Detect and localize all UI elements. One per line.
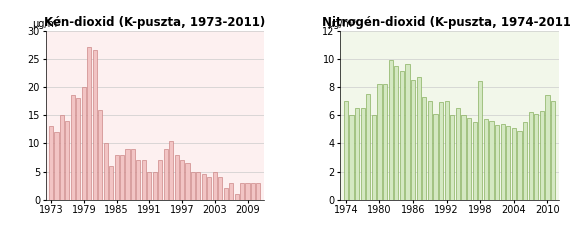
Bar xyxy=(218,177,222,200)
Bar xyxy=(512,128,516,200)
Bar xyxy=(174,155,178,200)
Bar xyxy=(461,115,466,200)
Bar xyxy=(377,84,381,200)
Bar xyxy=(344,101,348,200)
Bar xyxy=(142,160,146,200)
Text: μg/m³: μg/m³ xyxy=(327,19,356,29)
Bar xyxy=(445,101,449,200)
Bar xyxy=(131,149,135,200)
Bar xyxy=(394,66,398,200)
Bar xyxy=(450,115,454,200)
Bar xyxy=(235,194,239,200)
Bar xyxy=(185,163,190,200)
Bar xyxy=(417,77,421,200)
Bar xyxy=(76,98,80,200)
Bar xyxy=(213,172,217,200)
Bar xyxy=(456,108,460,200)
Bar xyxy=(246,183,250,200)
Bar xyxy=(372,115,376,200)
Title: Nitrogén-dioxid (K-puszta, 1974-2011): Nitrogén-dioxid (K-puszta, 1974-2011) xyxy=(322,16,570,29)
Bar xyxy=(207,177,211,200)
Bar xyxy=(60,115,64,200)
Bar xyxy=(169,141,173,200)
Bar xyxy=(439,102,443,200)
Bar xyxy=(251,183,255,200)
Bar xyxy=(361,108,365,200)
Bar xyxy=(153,172,157,200)
Bar xyxy=(180,160,184,200)
Bar xyxy=(389,60,393,200)
Bar xyxy=(484,119,488,200)
Bar xyxy=(71,95,75,200)
Bar xyxy=(256,183,260,200)
Bar xyxy=(500,124,504,200)
Bar xyxy=(433,114,438,200)
Bar xyxy=(551,101,555,200)
Bar xyxy=(534,114,538,200)
Text: μg/m³: μg/m³ xyxy=(32,19,62,29)
Bar xyxy=(495,125,499,200)
Bar xyxy=(164,149,168,200)
Bar xyxy=(196,172,201,200)
Bar xyxy=(120,155,124,200)
Bar xyxy=(518,131,522,200)
Bar xyxy=(478,81,482,200)
Bar xyxy=(467,118,471,200)
Bar xyxy=(545,95,549,200)
Bar xyxy=(422,97,426,200)
Bar xyxy=(87,47,91,200)
Bar xyxy=(405,64,410,200)
Bar xyxy=(55,132,59,200)
Bar xyxy=(147,172,152,200)
Bar xyxy=(82,87,86,200)
Bar xyxy=(428,101,432,200)
Bar xyxy=(202,174,206,200)
Bar xyxy=(540,111,544,200)
Bar xyxy=(411,80,415,200)
Bar xyxy=(98,110,102,200)
Bar xyxy=(523,122,527,200)
Bar xyxy=(66,121,70,200)
Bar xyxy=(136,160,140,200)
Bar xyxy=(489,121,494,200)
Bar xyxy=(109,166,113,200)
Bar xyxy=(473,122,477,200)
Bar xyxy=(191,172,195,200)
Bar xyxy=(366,94,370,200)
Bar xyxy=(528,112,533,200)
Bar xyxy=(115,155,119,200)
Bar xyxy=(125,149,129,200)
Bar xyxy=(506,126,510,200)
Bar xyxy=(383,84,387,200)
Bar xyxy=(229,183,233,200)
Bar xyxy=(49,126,53,200)
Bar xyxy=(355,108,359,200)
Bar xyxy=(349,115,353,200)
Bar xyxy=(158,160,162,200)
Title: Kén-dioxid (K-puszta, 1973-2011): Kén-dioxid (K-puszta, 1973-2011) xyxy=(44,16,266,29)
Bar xyxy=(240,183,244,200)
Bar xyxy=(400,71,404,200)
Bar xyxy=(223,188,228,200)
Bar xyxy=(93,50,97,200)
Bar xyxy=(104,143,108,200)
